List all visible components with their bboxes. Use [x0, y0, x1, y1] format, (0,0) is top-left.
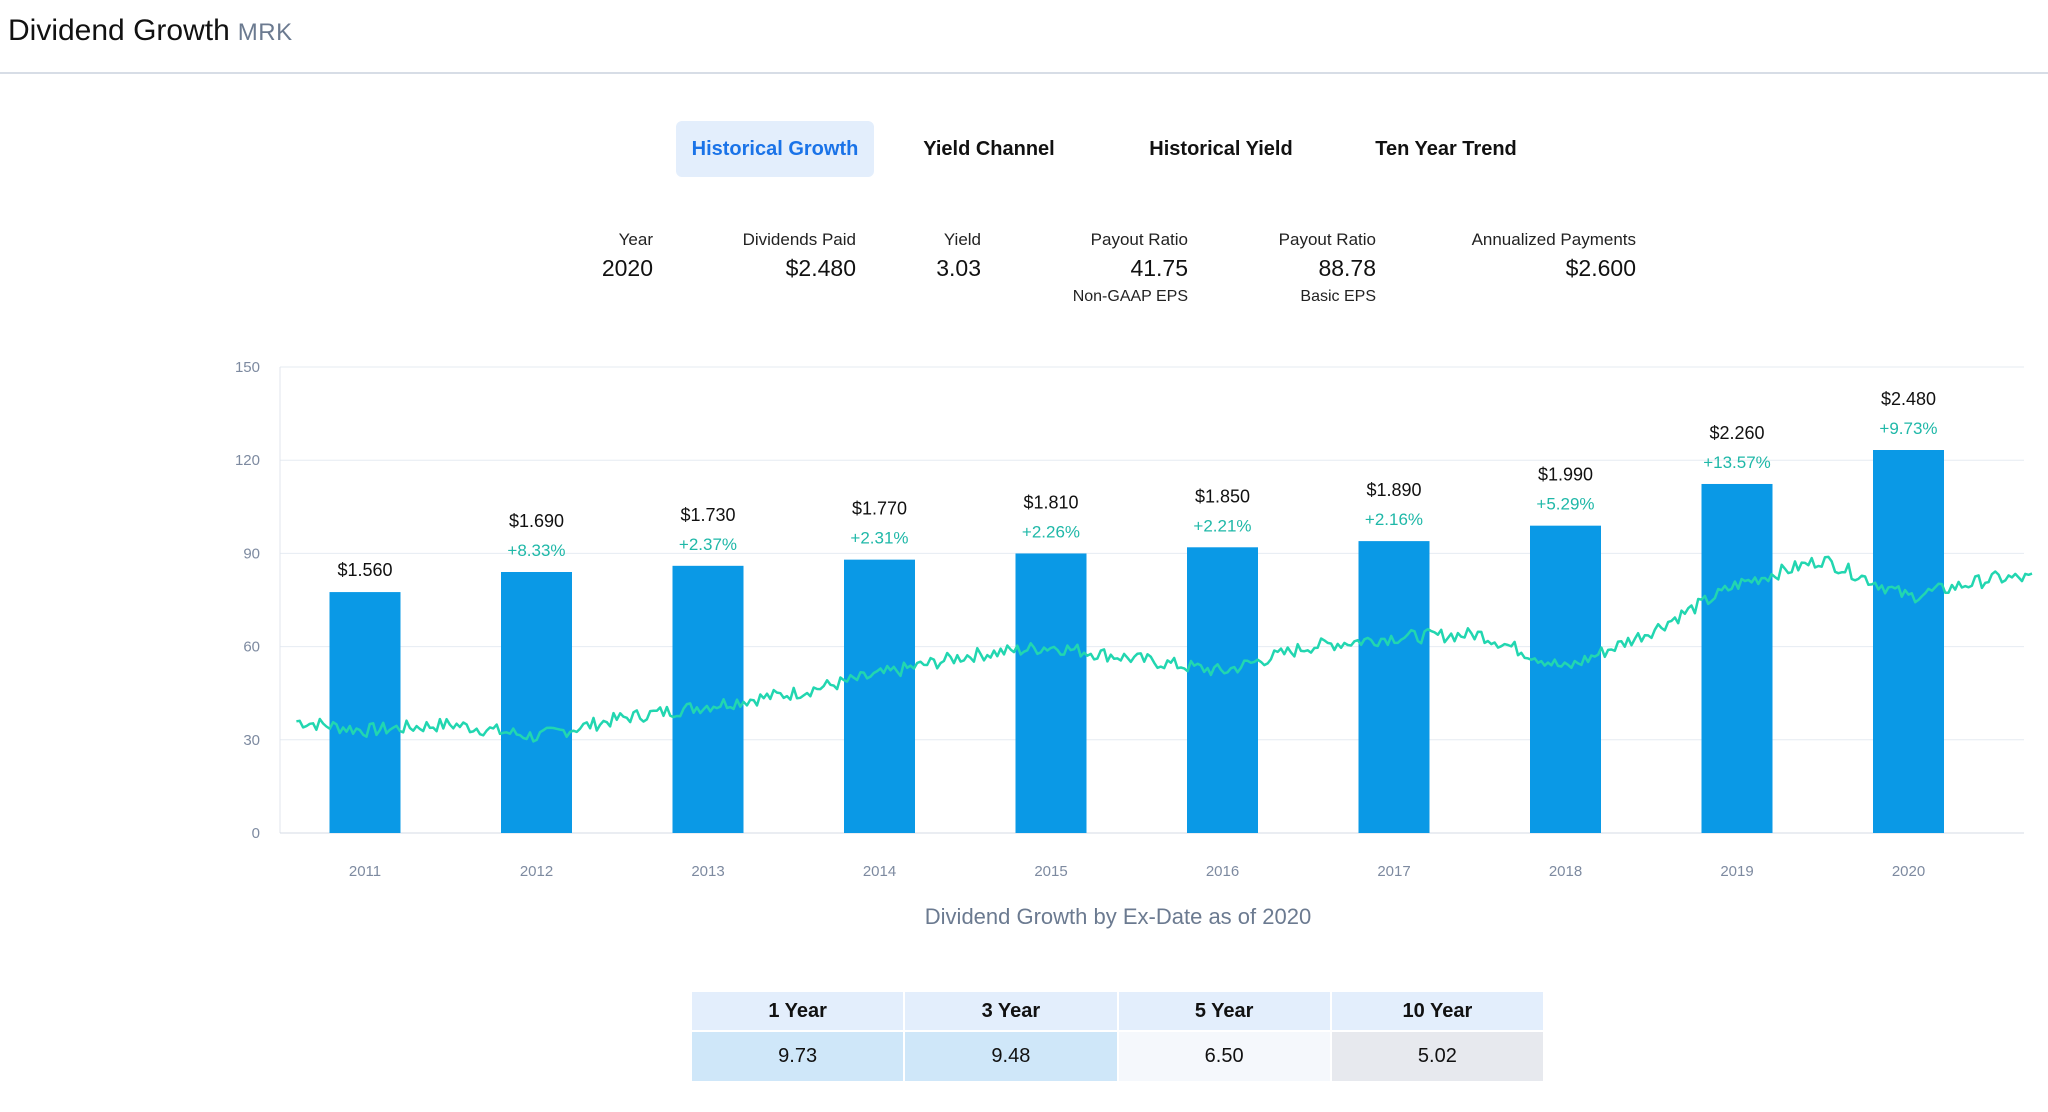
bar-2014 [844, 559, 915, 833]
y-tick-label: 90 [243, 545, 260, 562]
bar-2012 [501, 572, 572, 833]
y-tick-label: 150 [235, 359, 260, 376]
x-tick-label: 2019 [1720, 863, 1753, 880]
growth-label: +2.31% [850, 529, 908, 548]
stat-year: Year 2020 [560, 228, 653, 284]
value-label: $1.730 [680, 505, 735, 525]
ticker-symbol: MRK [237, 19, 293, 46]
bar-2017 [1358, 541, 1430, 833]
y-tick-label: 120 [235, 452, 260, 469]
x-tick-label: 2013 [691, 863, 724, 880]
value-label: $2.480 [1881, 389, 1936, 409]
growth-table-cell: 9.73 [689, 1030, 906, 1083]
stat-annualized-value: $2.600 [1565, 255, 1636, 281]
growth-table-header: 1 Year [689, 990, 906, 1032]
growth-label: +5.29% [1536, 495, 1594, 514]
stat-dividends-paid-value: $2.480 [785, 255, 856, 281]
stat-payout-non-gaap-sub: Non-GAAP EPS [1072, 288, 1188, 305]
value-label: $1.850 [1195, 486, 1250, 506]
growth-summary-table: 1 Year 3 Year 5 Year 10 Year 9.73 9.48 6… [689, 990, 1546, 1083]
bar-2016 [1187, 547, 1258, 833]
stat-payout-basic-value: 88.78 [1318, 255, 1376, 281]
growth-label: +13.57% [1703, 453, 1771, 472]
x-tick-label: 2020 [1892, 863, 1925, 880]
growth-label: +2.26% [1022, 522, 1080, 541]
growth-table-header-row: 1 Year 3 Year 5 Year 10 Year [689, 990, 1546, 1032]
tab-ten-year-trend[interactable]: Ten Year Trend [1375, 138, 1517, 160]
value-label: $1.810 [1023, 492, 1078, 512]
growth-table-cell: 6.50 [1116, 1030, 1332, 1083]
value-label: $1.560 [337, 560, 392, 580]
growth-table-header: 5 Year [1116, 990, 1332, 1032]
stat-yield: Yield 3.03 [900, 228, 981, 284]
x-tick-label: 2011 [349, 863, 381, 880]
x-tick-label: 2018 [1549, 863, 1582, 880]
growth-table-value-row: 9.73 9.48 6.50 5.02 [689, 1030, 1546, 1083]
growth-label: +2.16% [1365, 510, 1423, 529]
stat-yield-value: 3.03 [936, 255, 981, 281]
growth-table-cell: 9.48 [903, 1030, 1119, 1083]
chart-caption: Dividend Growth by Ex-Date as of 2020 [924, 904, 1312, 929]
price-line [296, 555, 2033, 743]
stat-annualized-label: Annualized Payments [1471, 230, 1636, 249]
growth-table-cell: 5.02 [1329, 1030, 1546, 1083]
growth-label: +2.21% [1193, 516, 1251, 535]
value-label: $1.690 [509, 511, 564, 531]
x-tick-label: 2016 [1206, 863, 1239, 880]
y-tick-label: 30 [243, 732, 260, 749]
tab-historical-yield[interactable]: Historical Yield [1149, 138, 1293, 160]
stat-payout-non-gaap-value: 41.75 [1130, 255, 1188, 281]
x-tick-label: 2012 [520, 863, 553, 880]
bar-2018 [1530, 525, 1601, 833]
y-tick-label: 0 [252, 825, 260, 842]
bar-2019 [1701, 483, 1773, 833]
page-title: Dividend Growth MRK [8, 14, 293, 48]
stat-year-value: 2020 [601, 255, 653, 281]
header: Dividend Growth MRK [0, 0, 2048, 74]
stat-payout-basic-label: Payout Ratio [1278, 230, 1376, 249]
stat-year-label: Year [618, 230, 653, 249]
growth-table-header: 3 Year [903, 990, 1119, 1032]
x-tick-label: 2014 [863, 863, 896, 880]
value-label: $1.890 [1366, 480, 1421, 500]
bar-2011 [329, 592, 401, 833]
y-tick-label: 60 [243, 639, 260, 656]
growth-label: +8.33% [507, 541, 565, 560]
stat-payout-non-gaap-label: Payout Ratio [1090, 230, 1188, 249]
stat-dividends-paid-label: Dividends Paid [742, 230, 856, 249]
bar-2020 [1873, 450, 1944, 833]
x-tick-label: 2017 [1377, 863, 1410, 880]
stat-yield-label: Yield [943, 230, 981, 249]
tab-yield-channel[interactable]: Yield Channel [923, 138, 1055, 160]
bar-2013 [672, 565, 744, 833]
bar-2015 [1015, 553, 1087, 833]
stat-annualized-payments: Annualized Payments $2.600 [1440, 228, 1636, 284]
dividend-chart: 0 30 60 90 120 150 $1.560 2011 +8.33% $1.690 2012 +… [235, 359, 2033, 880]
stat-payout-basic: Payout Ratio 88.78 Basic EPS [1240, 228, 1376, 310]
x-tick-label: 2015 [1034, 863, 1067, 880]
growth-label: +2.37% [679, 535, 737, 554]
stat-payout-non-gaap: Payout Ratio 41.75 Non-GAAP EPS [1040, 228, 1188, 310]
value-label: $2.260 [1709, 423, 1764, 443]
page-title-text: Dividend Growth [8, 14, 230, 47]
stat-dividends-paid: Dividends Paid $2.480 [700, 228, 856, 284]
growth-label: +9.73% [1879, 419, 1937, 438]
value-label: $1.770 [852, 499, 907, 519]
value-label: $1.990 [1538, 465, 1593, 485]
stat-payout-basic-sub: Basic EPS [1300, 288, 1376, 305]
growth-table-header: 10 Year [1329, 990, 1546, 1032]
tab-historical-growth[interactable]: Historical Growth [676, 121, 874, 177]
